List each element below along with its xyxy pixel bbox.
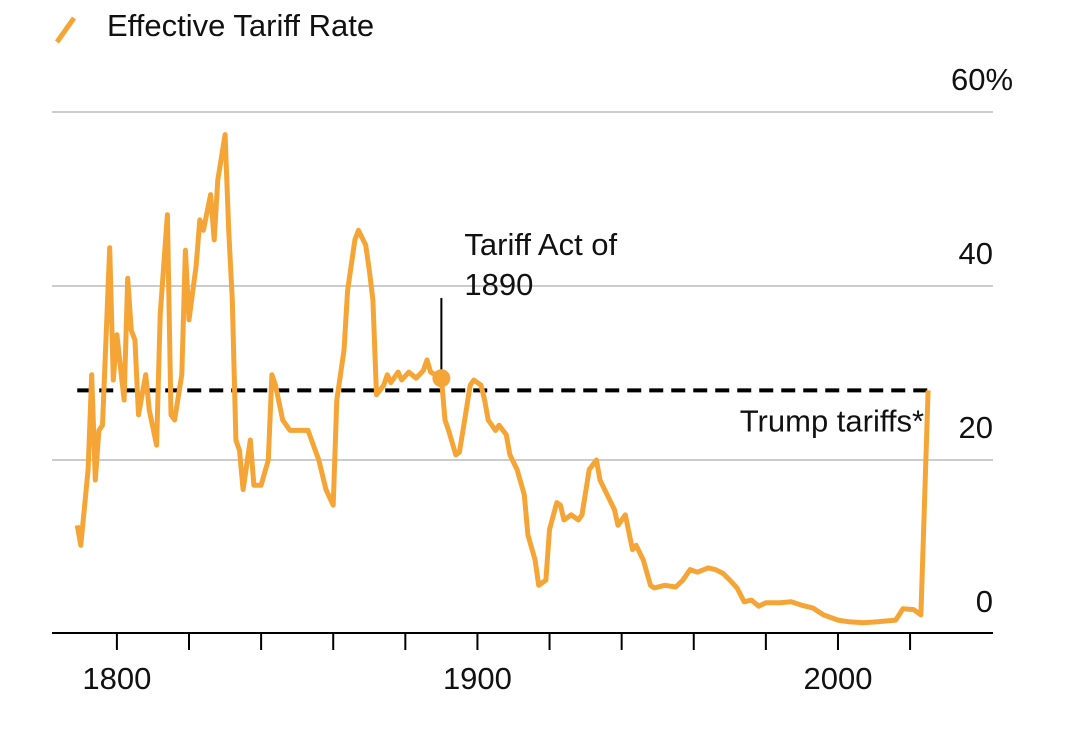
y-tick-label: 60% <box>951 62 1013 97</box>
y-tick-label: 0 <box>976 584 993 619</box>
legend-label: Effective Tariff Rate <box>107 8 374 43</box>
annotation-marker <box>432 369 451 388</box>
annotation-text: Tariff Act of <box>464 227 617 262</box>
x-tick-label: 2000 <box>803 661 872 696</box>
x-tick-label: 1800 <box>82 661 151 696</box>
y-tick-label: 20 <box>959 410 993 445</box>
annotation-text: 1890 <box>464 267 533 302</box>
y-tick-label: 40 <box>959 236 993 271</box>
legend-swatch <box>54 16 77 44</box>
data-line <box>74 132 931 626</box>
reference-label: Trump tariffs* <box>740 404 924 439</box>
x-tick-label: 1900 <box>443 661 512 696</box>
